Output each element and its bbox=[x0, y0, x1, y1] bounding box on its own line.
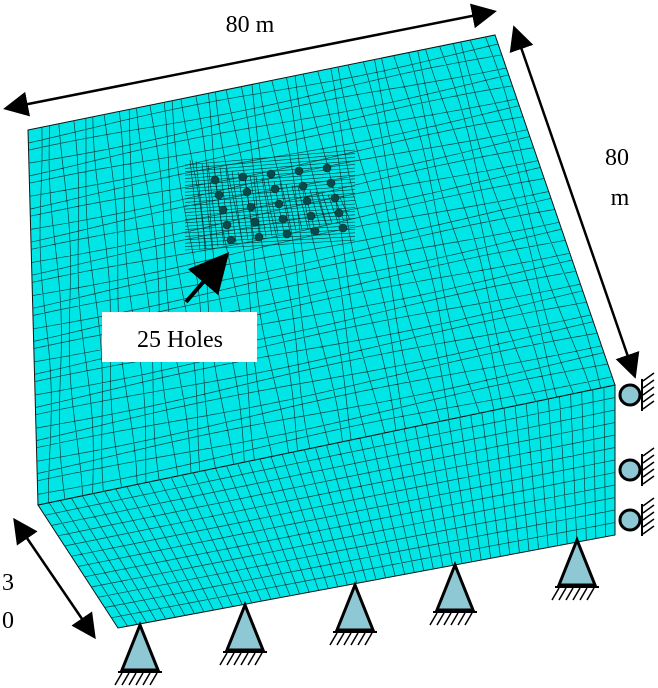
hatch bbox=[337, 633, 344, 645]
hatch bbox=[220, 653, 227, 665]
callout-label: 25 Holes bbox=[137, 327, 223, 353]
hole bbox=[243, 188, 251, 196]
hole bbox=[335, 209, 343, 217]
hatch bbox=[255, 653, 262, 665]
hatch bbox=[143, 673, 150, 685]
hole bbox=[267, 170, 275, 178]
hatch bbox=[451, 613, 458, 625]
hatch bbox=[643, 498, 654, 506]
hole bbox=[323, 164, 331, 172]
hole bbox=[311, 227, 319, 235]
hatch bbox=[458, 613, 465, 625]
pin-support bbox=[337, 585, 373, 630]
hole bbox=[307, 212, 315, 220]
pin-support bbox=[437, 565, 473, 610]
pin-support bbox=[122, 625, 158, 670]
hole bbox=[215, 191, 223, 199]
hole bbox=[327, 179, 335, 187]
hatch bbox=[437, 613, 444, 625]
hole bbox=[339, 224, 347, 232]
top-dimension: 80 m bbox=[226, 12, 275, 38]
hatch bbox=[444, 613, 451, 625]
hatch bbox=[643, 380, 654, 388]
hatch bbox=[643, 387, 654, 395]
hatch bbox=[559, 588, 566, 600]
hatch bbox=[643, 448, 654, 456]
hatch bbox=[643, 394, 654, 402]
roller-support bbox=[620, 385, 640, 405]
hatch bbox=[365, 633, 372, 645]
hatch bbox=[351, 633, 358, 645]
hole bbox=[331, 194, 339, 202]
hole bbox=[223, 221, 231, 229]
hatch bbox=[234, 653, 241, 665]
hole bbox=[219, 206, 227, 214]
hole bbox=[247, 203, 255, 211]
hole bbox=[271, 185, 279, 193]
hatch bbox=[643, 505, 654, 513]
pin-support bbox=[559, 540, 595, 585]
hatch bbox=[430, 613, 437, 625]
hatch bbox=[465, 613, 472, 625]
hole bbox=[279, 215, 287, 223]
hatch bbox=[129, 673, 136, 685]
left-dimension-line-2: 0 bbox=[2, 608, 14, 634]
hole bbox=[299, 182, 307, 190]
hatch bbox=[643, 476, 654, 484]
hatch bbox=[643, 455, 654, 463]
pin-support bbox=[227, 605, 263, 650]
hatch bbox=[587, 588, 594, 600]
hatch bbox=[150, 673, 157, 685]
hatch bbox=[580, 588, 587, 600]
hatch bbox=[136, 673, 143, 685]
hatch bbox=[573, 588, 580, 600]
hole bbox=[275, 200, 283, 208]
hatch bbox=[227, 653, 234, 665]
hatch bbox=[566, 588, 573, 600]
hatch bbox=[643, 526, 654, 534]
hole bbox=[295, 167, 303, 175]
hole bbox=[239, 173, 247, 181]
hole bbox=[283, 230, 291, 238]
right-dimension-line-1: 80 bbox=[605, 145, 629, 171]
hatch bbox=[115, 673, 122, 685]
left-dimension-line-1: 3 bbox=[2, 570, 14, 596]
hatch bbox=[330, 633, 337, 645]
hatch bbox=[241, 653, 248, 665]
hatch bbox=[552, 588, 559, 600]
hatch bbox=[122, 673, 129, 685]
mesh-figure: 80 m 80 m 3 0 25 Holes bbox=[0, 0, 658, 688]
hatch bbox=[344, 633, 351, 645]
roller-support bbox=[620, 510, 640, 530]
hatch bbox=[643, 469, 654, 477]
hatch bbox=[643, 373, 654, 381]
hole bbox=[255, 233, 263, 241]
hatch bbox=[643, 462, 654, 470]
hatch bbox=[248, 653, 255, 665]
hole bbox=[227, 236, 235, 244]
hole bbox=[211, 176, 219, 184]
hatch bbox=[643, 401, 654, 409]
hole bbox=[303, 197, 311, 205]
hatch bbox=[643, 519, 654, 527]
hatch bbox=[643, 512, 654, 520]
right-dimension-line-2: m bbox=[611, 185, 630, 211]
hole bbox=[251, 218, 259, 226]
hatch bbox=[358, 633, 365, 645]
roller-support bbox=[620, 460, 640, 480]
